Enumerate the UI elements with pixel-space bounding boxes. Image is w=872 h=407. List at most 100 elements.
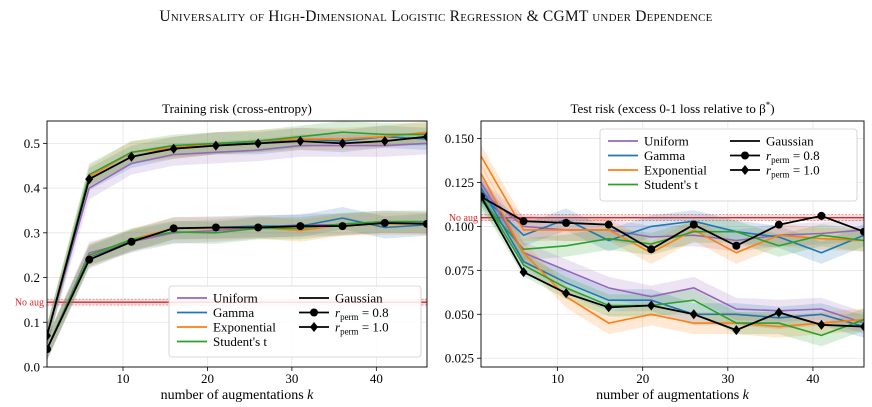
point-gaussian-1-0 — [47, 330, 51, 341]
legend-entry-6-label-sub: perm — [771, 170, 790, 180]
point-gaussian-1-3 — [169, 143, 178, 154]
point-gaussian-0-2 — [127, 237, 136, 246]
x-axis-label-k: k — [743, 388, 750, 403]
point-gaussian-1-4 — [647, 300, 656, 311]
y-tick-label-3: 0.100 — [445, 219, 474, 234]
chart-title-sup: * — [766, 100, 771, 110]
legend-box — [168, 285, 422, 358]
chart-title-main: Test risk (excess 0-1 loss relative to β — [570, 101, 766, 116]
point-gaussian-1-8 — [380, 136, 389, 147]
legend-entry-3-label: Student's t — [213, 334, 267, 349]
legend-entry-4-label: Gaussian — [766, 134, 814, 149]
band-exponential-1 — [481, 162, 864, 338]
y-tick-label-0: 0.025 — [445, 351, 474, 366]
point-gaussian-1-7 — [338, 138, 347, 149]
line-gaussian-1 — [481, 196, 864, 332]
x-axis-label-k: k — [307, 388, 314, 403]
point-gaussian-1-2 — [127, 151, 136, 162]
legend-entry-6-label-r: r — [335, 320, 341, 335]
band-gamma-0 — [47, 207, 427, 361]
line-gaussian-0 — [47, 222, 427, 350]
point-gaussian-0-7 — [774, 220, 783, 229]
point-gaussian-0-3 — [604, 220, 613, 229]
legend-entry-3-label: Student's t — [644, 177, 698, 192]
point-gaussian-0-9 — [423, 219, 427, 228]
legend-entry-5-label-r: r — [766, 148, 772, 163]
legend-entry-1-label: Gamma — [644, 148, 685, 163]
no-aug-label: No aug — [449, 213, 478, 224]
chart-title: Test risk (excess 0-1 loss relative to β… — [570, 100, 774, 116]
legend-entry-5-label-val: = 0.8 — [790, 148, 820, 163]
point-gaussian-1-1 — [519, 267, 528, 278]
legend-entry-5-label-r: r — [335, 305, 341, 320]
line-gaussian-0 — [481, 195, 864, 251]
point-gaussian-0-1 — [519, 217, 528, 226]
legend-entry-1-label: Gamma — [213, 305, 254, 320]
y-tick-label-5: 0.150 — [445, 131, 474, 146]
point-gaussian-0-4 — [211, 223, 220, 232]
legend-entry-6-label: rperm = 1.0 — [766, 163, 820, 180]
point-gaussian-1-5 — [689, 309, 698, 320]
line-student-s-t-1 — [481, 194, 864, 337]
point-gaussian-1-2 — [562, 288, 571, 299]
line-exponential-0 — [481, 155, 864, 254]
point-gaussian-1-0 — [481, 191, 485, 202]
point-gaussian-1-4 — [211, 140, 220, 151]
point-gaussian-0-6 — [732, 241, 741, 250]
x-axis-label-main: number of augmentations — [596, 388, 743, 403]
legend-entry-2-label: Exponential — [644, 163, 707, 178]
y-tick-label-5: 0.5 — [24, 136, 40, 151]
band-uniform-1 — [481, 171, 864, 335]
y-tick-label-0: 0.0 — [24, 360, 40, 375]
point-gaussian-0-8 — [817, 211, 826, 220]
x-axis-label: number of augmentations k — [596, 388, 750, 403]
x-tick-label-1: 20 — [636, 371, 649, 386]
point-gaussian-1-1 — [85, 174, 94, 185]
point-gaussian-1-8 — [817, 319, 826, 330]
line-uniform-1 — [47, 142, 427, 336]
y-tick-label-2: 0.075 — [445, 263, 474, 278]
legend-entry-6-label-val: = 1.0 — [790, 163, 820, 178]
point-gaussian-1-6 — [296, 136, 305, 147]
legend-entry-5-label: rperm = 0.8 — [335, 305, 389, 322]
line-gamma-1 — [481, 187, 864, 328]
y-tick-label-2: 0.2 — [24, 270, 40, 285]
point-gaussian-0-4 — [647, 245, 656, 254]
legend-entry-6-label-sub: perm — [340, 327, 359, 337]
legend-entry-0-label: Uniform — [213, 291, 258, 306]
legend-entry-5-label-sub: perm — [771, 155, 790, 165]
training-risk-chart: 10 20 30 40 0.0 0.1 0.2 0.3 0.4 0.5 No aug Training… — [15, 101, 428, 403]
point-gaussian-1-9 — [423, 131, 427, 142]
y-tick-label-1: 0.1 — [24, 315, 40, 330]
point-gaussian-0-9 — [860, 227, 864, 236]
band-student-s-t-1 — [47, 121, 427, 347]
band-exponential-1 — [47, 121, 427, 347]
line-gamma-0 — [481, 194, 864, 254]
legend-entry-5-marker — [310, 308, 318, 317]
legend-entry-5-label: rperm = 0.8 — [766, 148, 820, 165]
chart-title-end: ) — [770, 101, 774, 116]
legend-box — [599, 128, 858, 202]
legend-entry-5-marker — [741, 151, 749, 160]
line-student-s-t-1 — [47, 131, 427, 336]
point-gaussian-1-3 — [604, 302, 613, 313]
band-exponential-0 — [481, 145, 864, 264]
legend-entry-0-label: Uniform — [644, 134, 689, 149]
point-gaussian-0-5 — [689, 220, 698, 229]
legend-entry-5-label-sub: perm — [340, 312, 359, 322]
legend-entry-4-label: Gaussian — [335, 291, 383, 306]
point-gaussian-0-2 — [562, 218, 571, 227]
legend-entry-6-marker — [741, 165, 749, 175]
point-gaussian-0-1 — [85, 255, 94, 264]
x-tick-label-2: 30 — [285, 371, 298, 386]
band-gamma-1 — [47, 125, 427, 347]
y-tick-label-1: 0.050 — [445, 307, 474, 322]
x-tick-label-2: 30 — [721, 371, 734, 386]
point-gaussian-0-6 — [296, 222, 305, 231]
y-tick-label-4: 0.4 — [24, 181, 41, 196]
x-axis-label: number of augmentations k — [161, 388, 315, 403]
x-tick-label-0: 10 — [551, 371, 564, 386]
